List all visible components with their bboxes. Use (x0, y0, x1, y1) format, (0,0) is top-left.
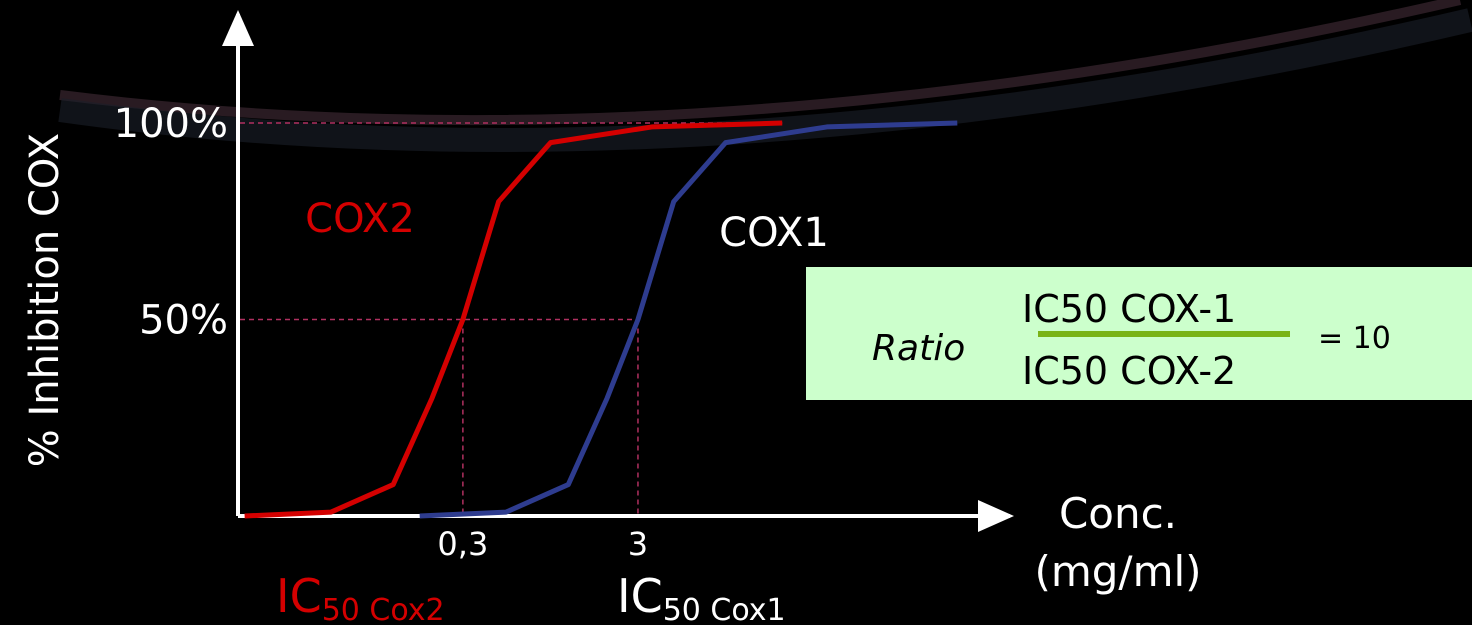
chart: % Inhibition COX Conc. (mg/ml) Ratio IC5… (0, 0, 1472, 625)
x-axis-label: (mg/ml) (1034, 547, 1201, 596)
y-tick-label: 100% (114, 101, 228, 147)
ic-text: IC (276, 569, 322, 623)
ic-subscript: 50 Cox2 (322, 593, 445, 625)
ratio-denominator: IC50 COX-2 (1022, 349, 1236, 393)
ratio-label: Ratio (872, 328, 965, 369)
series-label: COX1 (719, 210, 829, 256)
ic-text: IC (617, 569, 663, 623)
ratio-numerator: IC50 COX-1 (1022, 287, 1236, 331)
ratio-box: Ratio IC50 COX-1 IC50 COX-2 = 10 (806, 267, 1472, 400)
ic-subscript: 50 Cox1 (663, 593, 786, 625)
series-label: COX2 (305, 196, 415, 242)
x-axis-label: Conc. (1059, 489, 1177, 538)
y-tick-label: 50% (139, 298, 228, 344)
x-tick-label: 3 (628, 525, 648, 563)
ratio-result: = 10 (1318, 321, 1391, 356)
y-axis-label: % Inhibition COX (22, 133, 68, 467)
x-tick-label: 0,3 (437, 525, 488, 563)
